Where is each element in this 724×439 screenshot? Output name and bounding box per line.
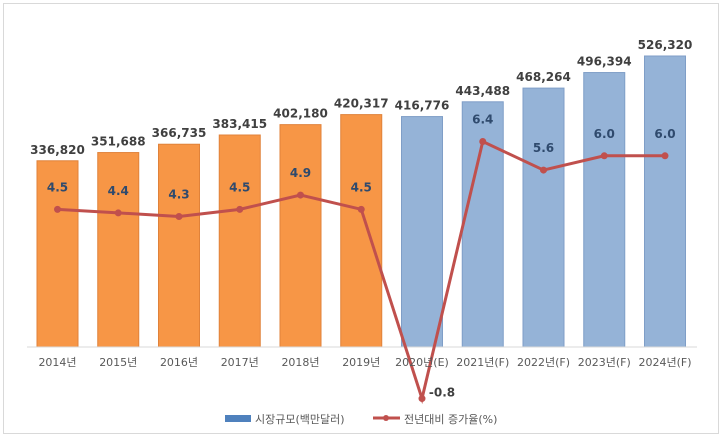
bar-2022년(F): [522, 87, 565, 348]
growth-rate-label: 6.0: [594, 127, 615, 141]
bar-2015년: [97, 152, 140, 348]
bar-value-label: 351,688: [91, 135, 146, 149]
x-tick-label: 2024년(F): [638, 356, 691, 369]
bar-value-label: 416,776: [395, 99, 450, 113]
x-tick-label: 2015년: [99, 356, 137, 369]
x-tick-label: 2014년: [38, 356, 76, 369]
legend-line-marker: [383, 415, 389, 421]
growth-rate-point-2016년: [175, 212, 183, 220]
bar-value-label: 526,320: [638, 38, 693, 52]
growth-rate-point-2024년(F): [661, 152, 669, 160]
x-tick-label: 2023년(F): [578, 356, 631, 369]
legend-line-label: 전년대비 증가율(%): [404, 413, 497, 426]
growth-rate-label: 5.6: [533, 141, 554, 155]
bar-2018년: [279, 124, 322, 348]
growth-rate-point-2022년(F): [540, 166, 547, 174]
bar-2016년: [158, 143, 200, 348]
x-tick-label: 2019년: [342, 356, 380, 369]
growth-rate-label: -0.8: [429, 386, 455, 400]
chart-frame: [3, 3, 719, 434]
growth-rate-point-2014년: [54, 205, 61, 213]
growth-rate-point-2020년(E): [418, 395, 426, 403]
bar-2024년(F): [644, 55, 686, 348]
bar-2019년: [340, 114, 383, 348]
x-tick-label: 2016년: [160, 356, 198, 369]
growth-rate-label: 4.5: [47, 180, 68, 194]
bar-value-label: 443,488: [455, 84, 510, 98]
bar-value-label: 496,394: [577, 55, 632, 69]
bar-2020년(E): [401, 116, 443, 348]
growth-rate-label: 4.5: [351, 180, 372, 194]
bar-value-label: 420,317: [334, 97, 389, 111]
legend-bar-swatch: [225, 415, 251, 422]
bar-value-label: 468,264: [516, 70, 571, 84]
growth-rate-label: 6.0: [654, 127, 675, 141]
x-tick-label: 2020년(E): [395, 356, 449, 369]
bar-value-label: 383,415: [212, 117, 267, 131]
growth-rate-point-2018년: [297, 191, 304, 199]
legend-bar-label: 시장규모(백만달러): [255, 413, 345, 426]
growth-rate-label: 4.3: [168, 187, 189, 201]
growth-rate-point-2019년: [357, 205, 365, 213]
growth-rate-label: 4.4: [108, 184, 129, 198]
growth-rate-point-2023년(F): [600, 152, 608, 160]
growth-rate-point-2021년(F): [479, 138, 487, 146]
bar-value-label: 402,180: [273, 107, 328, 121]
growth-rate-label: 6.4: [472, 113, 493, 127]
x-tick-label: 2021년(F): [456, 356, 509, 369]
bar-2023년(F): [583, 72, 626, 348]
growth-rate-label: 4.5: [229, 180, 250, 194]
growth-rate-point-2015년: [114, 209, 122, 217]
bar-2017년: [218, 134, 261, 348]
x-tick-label: 2018년: [281, 356, 319, 369]
growth-rate-point-2017년: [236, 205, 244, 213]
x-tick-label: 2022년(F): [517, 356, 570, 369]
x-tick-label: 2017년: [221, 356, 259, 369]
bar-value-label: 366,735: [152, 126, 207, 140]
bar-value-label: 336,820: [30, 143, 85, 157]
legend: 시장규모(백만달러) 전년대비 증가율(%): [225, 413, 497, 426]
growth-rate-label: 4.9: [290, 166, 311, 180]
